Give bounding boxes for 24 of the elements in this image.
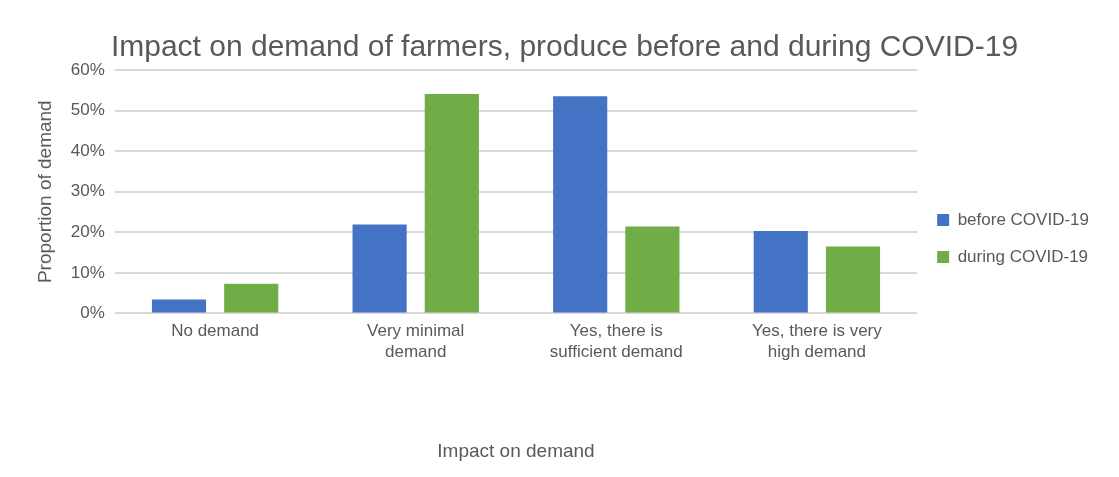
y-tick-label: 20% <box>70 221 105 241</box>
y-tick-label: 30% <box>70 181 105 201</box>
y-tick-label: 50% <box>70 100 105 120</box>
x-tick-label: Yes, there is very high demand <box>751 321 883 361</box>
bar <box>553 96 608 313</box>
y-tick-label: 40% <box>70 140 105 160</box>
bar <box>424 93 479 313</box>
bar <box>625 226 680 313</box>
bar <box>151 299 207 313</box>
bar <box>224 283 279 313</box>
x-tick-label: Yes, there is sufficient demand <box>549 321 683 361</box>
x-tick-label: Very minimal demand <box>367 321 465 361</box>
bar <box>753 231 808 313</box>
legend-label: during COVID-19 <box>957 246 1089 266</box>
legend-label: before COVID-19 <box>957 209 1090 229</box>
x-tick-label: No demand <box>171 321 260 341</box>
chart-title: Impact on demand of farmers, produce before and during COVID-19 <box>110 29 1019 63</box>
y-tick-label: 10% <box>70 262 105 282</box>
y-axis-title: Proportion of demand <box>33 100 55 284</box>
bar <box>352 224 407 313</box>
bar <box>825 246 881 313</box>
x-axis-title: Impact on demand <box>437 439 595 461</box>
y-tick-label: 60% <box>70 59 105 79</box>
y-tick-label: 0% <box>80 303 105 323</box>
